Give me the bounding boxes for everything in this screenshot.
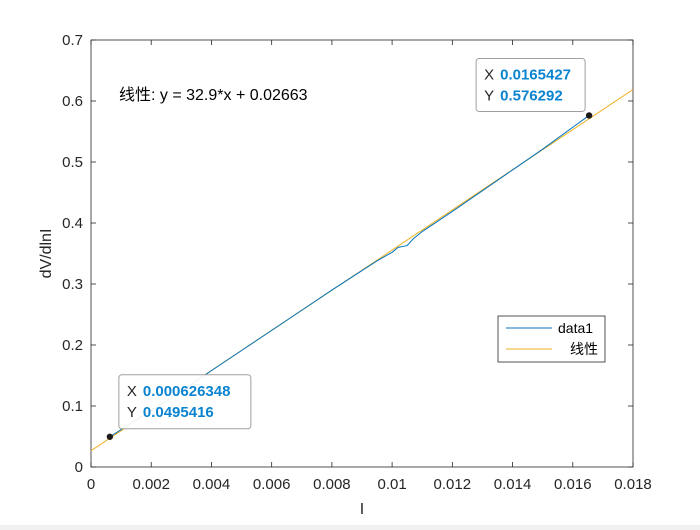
x-tick-label: 0.004 xyxy=(193,476,231,493)
x-tick-label: 0.016 xyxy=(554,476,592,493)
x-tick-label: 0.01 xyxy=(378,476,407,493)
x-tick-label: 0.018 xyxy=(614,476,652,493)
x-tick-label: 0.002 xyxy=(132,476,170,493)
y-tick-label: 0.1 xyxy=(62,398,83,415)
datatip-low[interactable]: X 0.000626348 Y 0.0495416 xyxy=(106,374,252,440)
x-tick-label: 0.006 xyxy=(253,476,291,493)
datatip-x-key: X xyxy=(484,66,494,83)
x-tick-label: 0.014 xyxy=(494,476,532,493)
y-tick-label: 0.2 xyxy=(62,337,83,354)
x-tick-label: 0 xyxy=(87,476,95,493)
legend-label-fit: 线性 xyxy=(570,341,598,357)
datatip-y-value: 0.576292 xyxy=(500,87,563,104)
tick-group: 0 0.002 0.004 0.006 0.008 0.01 0.012 0.014 0.016… xyxy=(62,32,652,493)
datatip-marker[interactable] xyxy=(585,112,593,119)
datatip-x-value: 0.000626348 xyxy=(143,383,231,400)
datatip-y-value: 0.0495416 xyxy=(143,404,214,421)
legend[interactable]: data1 线性 xyxy=(497,315,606,363)
fit-equation-annotation: 线性: y = 32.9*x + 0.02663 xyxy=(119,86,308,104)
legend-label-data1: data1 xyxy=(558,320,593,336)
legend-box xyxy=(497,315,606,363)
y-tick-label: 0.3 xyxy=(62,276,83,293)
data1-line[interactable] xyxy=(109,115,590,438)
datatip-high[interactable]: X 0.0165427 Y 0.576292 xyxy=(475,57,593,119)
y-tick-label: 0.5 xyxy=(62,154,83,171)
x-axis-label: I xyxy=(360,501,364,518)
y-tick-label: 0.7 xyxy=(62,32,83,49)
datatip-box xyxy=(118,374,252,430)
datatip-group: X 0.000626348 Y 0.0495416 X 0.0165427 Y 0.57629… xyxy=(106,57,593,440)
y-axis-label: dV/dlnI xyxy=(38,229,55,279)
y-tick-label: 0 xyxy=(75,459,83,476)
datatip-box xyxy=(475,57,586,112)
datatip-marker[interactable] xyxy=(106,433,114,440)
datatip-x-key: X xyxy=(127,383,137,400)
x-tick-label: 0.008 xyxy=(313,476,351,493)
y-tick-label: 0.6 xyxy=(62,93,83,110)
datatip-y-key: Y xyxy=(484,87,494,104)
x-tick-label: 0.012 xyxy=(434,476,472,493)
datatip-x-value: 0.0165427 xyxy=(500,66,571,83)
y-tick-label: 0.4 xyxy=(62,215,83,232)
datatip-y-key: Y xyxy=(127,404,137,421)
